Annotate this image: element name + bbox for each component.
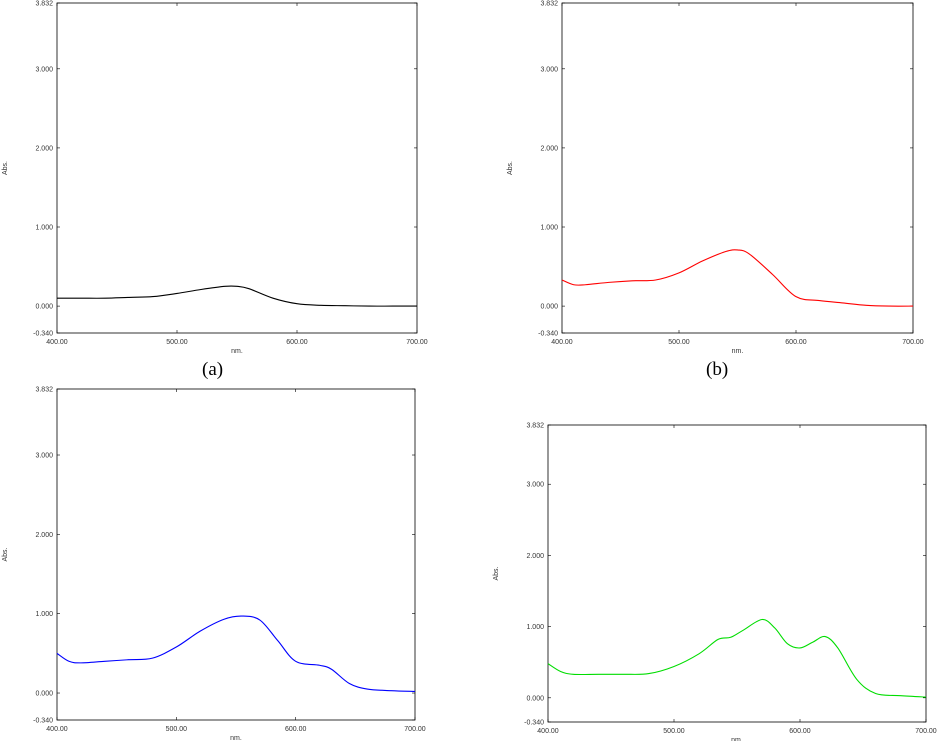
x-tick-label: 600.00 bbox=[285, 726, 307, 733]
y-tick-label: 3.832 bbox=[35, 1, 53, 8]
x-axis-label: nm. bbox=[230, 735, 242, 741]
y-tick-label: 3.832 bbox=[526, 423, 544, 430]
y-tick-label: -0.340 bbox=[33, 718, 53, 725]
y-tick-label: 3.000 bbox=[35, 66, 53, 73]
y-axis-label: Abs. bbox=[2, 547, 9, 561]
y-axis-label: Abs. bbox=[2, 161, 9, 175]
y-tick-label: 0.000 bbox=[35, 691, 53, 698]
x-tick-label: 400.00 bbox=[46, 726, 68, 733]
y-tick-label: 0.000 bbox=[35, 304, 53, 311]
y-tick-label: -0.340 bbox=[538, 331, 558, 338]
x-tick-label: 700.00 bbox=[915, 728, 937, 735]
y-tick-label: 3.000 bbox=[35, 453, 53, 460]
y-tick-label: 3.832 bbox=[35, 387, 53, 394]
plot-frame bbox=[561, 2, 914, 334]
x-axis-label: nm. bbox=[731, 737, 743, 741]
x-tick-label: 400.00 bbox=[537, 728, 559, 735]
spectrum-line bbox=[547, 618, 927, 698]
y-tick-label: -0.340 bbox=[524, 720, 544, 727]
spectrum-line bbox=[56, 615, 416, 692]
x-tick-label: 500.00 bbox=[663, 728, 685, 735]
x-tick-label: 500.00 bbox=[166, 726, 188, 733]
x-tick-label: 600.00 bbox=[286, 339, 308, 346]
y-axis-label: Abs. bbox=[507, 161, 514, 175]
y-tick-label: 3.000 bbox=[526, 482, 544, 489]
y-tick-label: 1.000 bbox=[35, 225, 53, 232]
caption-b: (b) bbox=[706, 359, 729, 380]
y-tick-label: 1.000 bbox=[540, 225, 558, 232]
y-tick-label: -0.340 bbox=[33, 331, 53, 338]
y-tick-label: 2.000 bbox=[35, 532, 53, 539]
x-axis-label: nm. bbox=[732, 348, 744, 355]
plot-frame bbox=[547, 424, 927, 723]
y-tick-label: 3.000 bbox=[540, 66, 558, 73]
x-tick-label: 600.00 bbox=[785, 339, 807, 346]
y-tick-label: 2.000 bbox=[526, 553, 544, 560]
y-tick-label: 2.000 bbox=[540, 145, 558, 152]
y-tick-label: 0.000 bbox=[526, 695, 544, 702]
y-tick-label: 0.000 bbox=[540, 304, 558, 311]
x-tick-label: 700.00 bbox=[404, 726, 426, 733]
y-tick-label: 3.832 bbox=[540, 1, 558, 8]
x-tick-label: 400.00 bbox=[46, 339, 68, 346]
x-tick-label: 700.00 bbox=[406, 339, 428, 346]
x-tick-label: 600.00 bbox=[789, 728, 811, 735]
x-tick-label: 500.00 bbox=[166, 339, 188, 346]
x-tick-label: 700.00 bbox=[902, 339, 924, 346]
plot-frame bbox=[56, 2, 418, 334]
plot-frame bbox=[56, 388, 416, 721]
spectrum-line bbox=[561, 249, 914, 307]
y-tick-label: 2.000 bbox=[35, 145, 53, 152]
x-tick-label: 400.00 bbox=[551, 339, 573, 346]
x-tick-label: 500.00 bbox=[668, 339, 690, 346]
y-tick-label: 1.000 bbox=[526, 624, 544, 631]
y-axis-label: Abs. bbox=[493, 566, 500, 580]
caption-a: (a) bbox=[202, 359, 224, 380]
x-axis-label: nm. bbox=[231, 348, 243, 355]
spectrum-line bbox=[56, 285, 417, 307]
y-tick-label: 1.000 bbox=[35, 611, 53, 618]
